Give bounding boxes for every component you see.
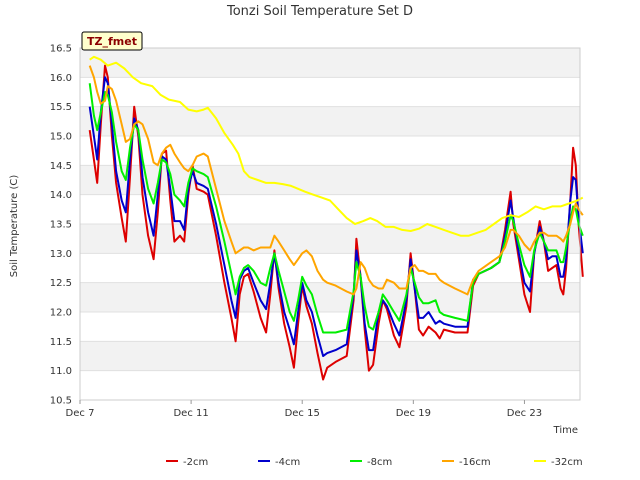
y-tick-label: 12.5 [50,278,72,289]
series-layer [88,55,584,381]
legend-label: -8cm [367,457,392,468]
legend-label: -16cm [459,457,491,468]
plot-band [80,106,580,136]
plot-frame [79,47,581,401]
y-tick-label: 13.5 [50,220,72,231]
y-tick-label: 13.0 [50,249,72,260]
y-tick-label: 16.5 [50,44,72,55]
legend-label: -32cm [551,457,583,468]
y-tick-label: 10.5 [50,396,72,407]
y-tick-label: 15.0 [50,132,72,143]
series-line-minus-32cm [89,55,584,237]
legend-label: -4cm [275,457,300,468]
series-line-minus-4cm [88,76,584,357]
series-line-minus-8cm [88,83,584,334]
plot-band [80,224,580,254]
legend: -2cm -4cm -8cm -16cm -32cm [166,457,583,468]
y-axis-ticks: 10.5 11.0 11.5 12.0 12.5 13.0 13.5 14.0 14.5 15.0… [50,44,72,407]
series-line-minus-16cm [88,65,584,296]
x-tick-label: Dec 7 [66,408,95,419]
station-badge-label: TZ_fmet [87,35,137,48]
x-tick-label: Dec 15 [285,408,320,419]
y-tick-label: 14.0 [50,190,72,201]
x-tick-label: Dec 23 [507,408,542,419]
y-tick-label: 11.5 [50,337,72,348]
x-tick-label: Dec 11 [173,408,208,419]
y-axis-label: Soil Temperature (C) [9,175,20,278]
station-badge: TZ_fmet [81,31,143,51]
y-tick-label: 14.5 [50,161,72,172]
y-tick-label: 12.0 [50,308,72,319]
plot-band [80,165,580,195]
plot-band [80,282,580,312]
station-badge-box [81,31,143,51]
y-tick-label: 11.0 [50,366,72,377]
plot-band [80,48,580,78]
plot-background-bands [80,48,580,371]
x-axis-ticks: Dec 7 Dec 11 Dec 15 Dec 19 Dec 23 [66,400,542,419]
y-tick-label: 16.0 [50,73,72,84]
chart-title: Tonzi Soil Temperature Set D [226,4,413,19]
legend-label: -2cm [183,457,208,468]
y-tick-label: 15.5 [50,102,72,113]
x-tick-label: Dec 19 [396,408,431,419]
x-axis-label: Time [553,425,578,436]
